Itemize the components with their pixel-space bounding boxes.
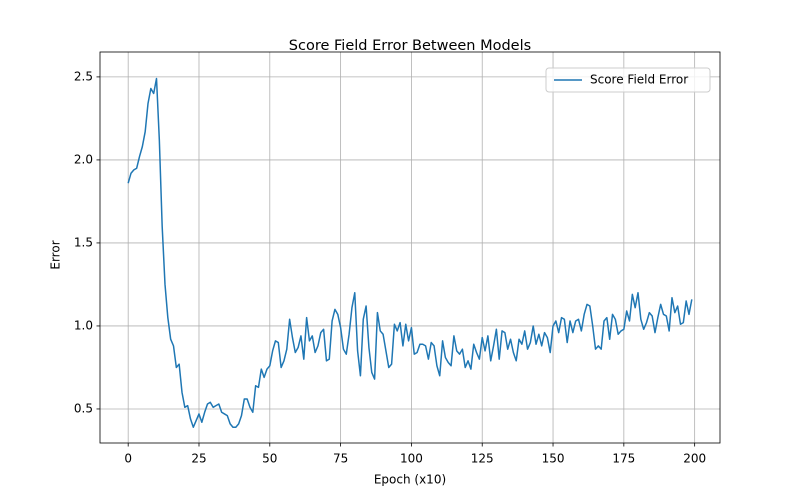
- x-tick-label: 175: [612, 452, 635, 466]
- x-tick-label: 0: [124, 452, 132, 466]
- x-tick-label: 100: [400, 452, 423, 466]
- x-tick-label: 25: [191, 452, 206, 466]
- x-tick-label: 50: [262, 452, 277, 466]
- y-tick-label: 1.0: [74, 318, 93, 332]
- x-tick-label: 200: [683, 452, 706, 466]
- y-tick-label: 0.5: [74, 401, 93, 415]
- y-tick-label: 2.0: [74, 152, 93, 166]
- legend-box: [545, 67, 711, 93]
- x-tick-label: 75: [333, 452, 348, 466]
- legend-label: Score Field Error: [590, 73, 688, 87]
- axes-frame: [99, 51, 721, 444]
- y-axis-label: Error: [49, 240, 63, 269]
- y-tick-label: 1.5: [74, 235, 93, 249]
- data-line: [127, 77, 693, 428]
- x-axis-label: Epoch (x10): [374, 473, 446, 487]
- x-tick-label: 125: [471, 452, 494, 466]
- x-tick-label: 150: [542, 452, 565, 466]
- y-tick-label: 2.5: [74, 69, 93, 83]
- chart-title: Score Field Error Between Models: [289, 38, 531, 54]
